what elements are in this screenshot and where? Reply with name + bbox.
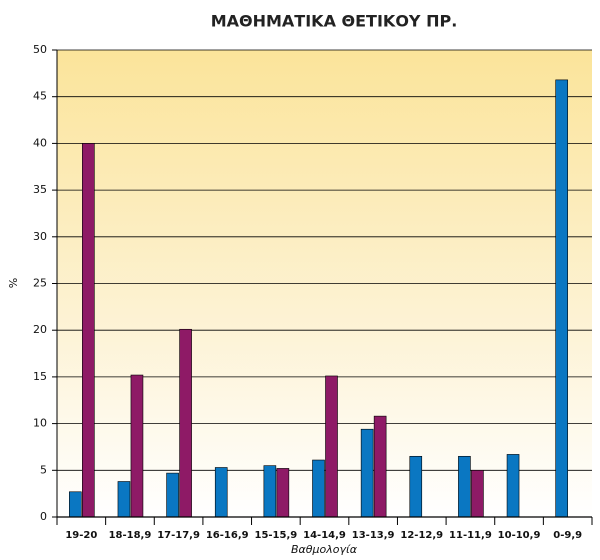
x-axis-label: Βαθμολογία bbox=[291, 543, 358, 556]
bar bbox=[166, 472, 179, 518]
y-tick-label: 5 bbox=[40, 463, 47, 476]
bar bbox=[82, 143, 95, 518]
x-tick-label: 17-17,9 bbox=[157, 530, 200, 541]
y-tick-label: 10 bbox=[33, 417, 47, 430]
x-tick-label: 0-9,9 bbox=[553, 530, 582, 541]
x-tick-label: 13-13,9 bbox=[352, 530, 395, 541]
bar bbox=[458, 455, 471, 518]
x-tick-label: 11-11,9 bbox=[449, 530, 492, 541]
y-tick-label: 30 bbox=[33, 230, 47, 243]
y-tick-label: 25 bbox=[33, 277, 47, 290]
bar bbox=[506, 454, 520, 518]
y-tick-label: 45 bbox=[33, 90, 47, 103]
x-tick-label: 15-15,9 bbox=[254, 530, 297, 541]
y-tick-label: 0 bbox=[40, 510, 47, 523]
bar bbox=[276, 468, 290, 518]
x-tick-label: 12-12,9 bbox=[400, 530, 443, 541]
bar bbox=[555, 79, 568, 518]
bar bbox=[179, 328, 192, 518]
bar bbox=[373, 415, 387, 518]
bar bbox=[214, 467, 228, 518]
x-tick-label: 14-14,9 bbox=[303, 530, 346, 541]
bar bbox=[117, 481, 131, 518]
x-tick-label: 18-18,9 bbox=[109, 530, 152, 541]
y-tick-label: 35 bbox=[33, 183, 47, 196]
chart-title: ΜΑΘΗΜΑΤΙΚΑ ΘΕΤΙΚΟΥ ΠΡ. bbox=[211, 12, 458, 31]
x-tick-label: 16-16,9 bbox=[206, 530, 249, 541]
y-tick-label: 50 bbox=[33, 43, 47, 56]
bar bbox=[471, 469, 484, 518]
bar bbox=[69, 491, 82, 518]
bar bbox=[360, 428, 374, 518]
bar bbox=[263, 465, 277, 518]
bar bbox=[409, 455, 423, 518]
x-tick-label: 19-20 bbox=[65, 530, 97, 541]
y-tick-label: 15 bbox=[33, 370, 47, 383]
bar bbox=[312, 459, 325, 518]
y-tick-label: 40 bbox=[33, 136, 47, 149]
bar bbox=[325, 375, 338, 518]
bar bbox=[130, 374, 144, 518]
y-axis-label: % bbox=[7, 278, 20, 288]
x-tick-label: 10-10,9 bbox=[498, 530, 541, 541]
y-tick-label: 20 bbox=[33, 323, 47, 336]
